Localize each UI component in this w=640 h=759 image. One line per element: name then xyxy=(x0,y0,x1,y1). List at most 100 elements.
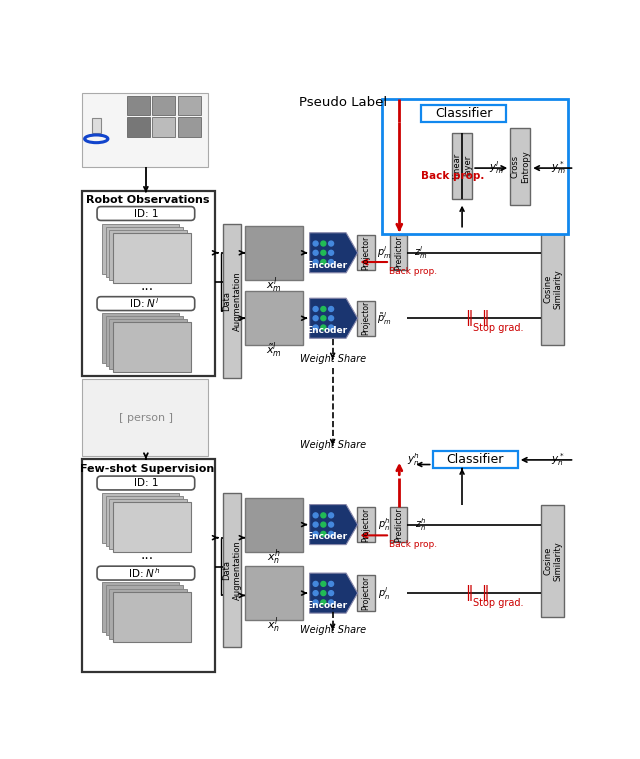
Circle shape xyxy=(313,307,318,311)
Text: Stop grad.: Stop grad. xyxy=(473,323,524,333)
Text: Projector: Projector xyxy=(362,235,371,270)
Bar xyxy=(541,505,564,617)
Bar xyxy=(109,588,187,638)
Circle shape xyxy=(321,307,326,311)
Circle shape xyxy=(313,522,318,527)
Circle shape xyxy=(328,581,333,587)
Text: Weight Share: Weight Share xyxy=(300,354,365,364)
Bar xyxy=(245,226,303,280)
Text: Back prop.: Back prop. xyxy=(389,540,437,549)
Polygon shape xyxy=(310,298,358,339)
Text: Cosine
Similarity: Cosine Similarity xyxy=(543,269,563,309)
Bar xyxy=(152,96,175,115)
Text: Encoder: Encoder xyxy=(306,532,347,541)
Circle shape xyxy=(321,591,326,596)
Polygon shape xyxy=(310,233,358,272)
Circle shape xyxy=(328,591,333,596)
Circle shape xyxy=(313,316,318,321)
Bar xyxy=(106,227,183,276)
Bar xyxy=(452,134,472,199)
Bar xyxy=(106,585,183,635)
Text: Stop grad.: Stop grad. xyxy=(473,598,524,608)
Text: Linear
layer: Linear layer xyxy=(452,153,472,179)
Bar xyxy=(245,498,303,552)
Bar xyxy=(223,493,241,647)
Text: Encoder: Encoder xyxy=(306,260,347,269)
Text: $y_n^*$: $y_n^*$ xyxy=(551,452,565,468)
Bar xyxy=(109,319,187,369)
Text: Encoder: Encoder xyxy=(306,601,347,610)
Polygon shape xyxy=(310,573,358,613)
Circle shape xyxy=(328,513,333,518)
Bar xyxy=(113,591,191,641)
Text: $p_n^l$: $p_n^l$ xyxy=(378,584,390,602)
Text: Few-shot Supervision: Few-shot Supervision xyxy=(80,465,214,474)
Text: ID: 1: ID: 1 xyxy=(134,478,158,488)
Circle shape xyxy=(313,600,318,605)
Bar xyxy=(127,117,150,137)
Bar xyxy=(102,582,179,632)
Text: $x_m^l$: $x_m^l$ xyxy=(266,276,282,295)
Text: Data
Augmentation: Data Augmentation xyxy=(222,540,242,600)
Text: $y_m^l$: $y_m^l$ xyxy=(489,159,504,177)
Circle shape xyxy=(328,260,333,264)
FancyBboxPatch shape xyxy=(97,206,195,220)
Circle shape xyxy=(328,531,333,537)
Bar xyxy=(433,452,518,468)
Circle shape xyxy=(321,316,326,321)
Text: $z_m^l$: $z_m^l$ xyxy=(414,244,428,261)
Text: Projector: Projector xyxy=(362,576,371,610)
Text: Pseudo Label: Pseudo Label xyxy=(300,96,388,109)
FancyBboxPatch shape xyxy=(97,566,195,580)
Bar xyxy=(245,291,303,345)
Text: Weight Share: Weight Share xyxy=(300,440,365,450)
Circle shape xyxy=(313,241,318,246)
Bar xyxy=(81,459,215,672)
Bar xyxy=(102,223,179,273)
Circle shape xyxy=(313,260,318,264)
Bar xyxy=(245,566,303,620)
Text: $\tilde{p}_m^l$: $\tilde{p}_m^l$ xyxy=(376,310,391,326)
Polygon shape xyxy=(310,505,358,545)
Circle shape xyxy=(321,531,326,537)
Circle shape xyxy=(328,522,333,527)
Bar xyxy=(106,496,183,546)
Text: Projector: Projector xyxy=(362,301,371,335)
Circle shape xyxy=(321,241,326,246)
Bar xyxy=(127,96,150,115)
Text: $\Vert$: $\Vert$ xyxy=(481,308,488,328)
Bar xyxy=(106,316,183,366)
Circle shape xyxy=(321,325,326,330)
Circle shape xyxy=(328,241,333,246)
Text: ···: ··· xyxy=(141,283,154,297)
Text: $y_m^*$: $y_m^*$ xyxy=(550,159,566,177)
Bar xyxy=(541,234,564,345)
Circle shape xyxy=(321,260,326,264)
Bar xyxy=(113,322,191,372)
Text: $\tilde{x}_m^l$: $\tilde{x}_m^l$ xyxy=(266,341,282,361)
Circle shape xyxy=(328,250,333,255)
Text: Classifier: Classifier xyxy=(435,107,492,120)
Circle shape xyxy=(321,513,326,518)
Bar xyxy=(92,118,101,134)
Text: $x_n^l$: $x_n^l$ xyxy=(267,616,280,635)
Text: Back prop.: Back prop. xyxy=(421,171,484,181)
Text: Projector: Projector xyxy=(362,508,371,542)
Text: Encoder: Encoder xyxy=(306,326,347,335)
Bar xyxy=(81,191,215,376)
Bar xyxy=(358,301,374,336)
Bar xyxy=(390,235,407,270)
Bar xyxy=(109,499,187,550)
Text: Weight Share: Weight Share xyxy=(300,625,365,635)
Circle shape xyxy=(313,581,318,587)
Bar xyxy=(382,99,568,234)
Circle shape xyxy=(321,522,326,527)
Bar xyxy=(510,128,531,205)
Text: Cosine
Similarity: Cosine Similarity xyxy=(543,541,563,581)
Circle shape xyxy=(321,600,326,605)
Circle shape xyxy=(313,325,318,330)
Text: Predictor: Predictor xyxy=(394,235,403,270)
Circle shape xyxy=(328,325,333,330)
Text: Back prop.: Back prop. xyxy=(389,266,437,276)
Text: ID: 1: ID: 1 xyxy=(134,209,158,219)
